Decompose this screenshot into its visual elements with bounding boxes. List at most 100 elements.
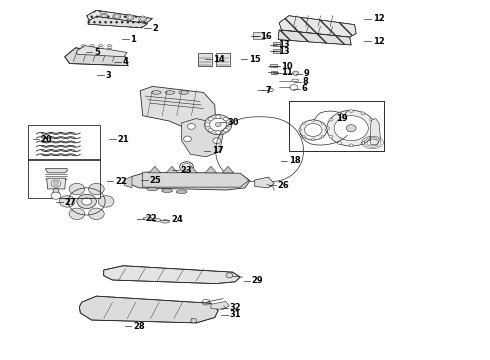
Circle shape bbox=[184, 136, 192, 142]
Text: 14: 14 bbox=[213, 55, 224, 64]
Ellipse shape bbox=[292, 79, 298, 82]
Text: 12: 12 bbox=[373, 14, 384, 23]
Circle shape bbox=[208, 117, 213, 121]
Polygon shape bbox=[278, 30, 351, 45]
Ellipse shape bbox=[161, 220, 170, 223]
Circle shape bbox=[51, 192, 61, 199]
Bar bbox=[271, 71, 277, 73]
Circle shape bbox=[113, 14, 121, 19]
Circle shape bbox=[89, 183, 104, 195]
Polygon shape bbox=[149, 166, 161, 173]
Polygon shape bbox=[129, 172, 250, 190]
Polygon shape bbox=[45, 168, 67, 173]
Text: 13: 13 bbox=[278, 46, 290, 55]
Circle shape bbox=[338, 112, 342, 115]
Bar bbox=[273, 42, 280, 46]
Circle shape bbox=[349, 144, 353, 147]
Polygon shape bbox=[52, 189, 60, 195]
Circle shape bbox=[98, 196, 114, 207]
Polygon shape bbox=[77, 46, 127, 57]
Polygon shape bbox=[186, 166, 197, 173]
Circle shape bbox=[326, 127, 330, 130]
Polygon shape bbox=[79, 296, 218, 323]
Circle shape bbox=[82, 198, 92, 205]
Text: 20: 20 bbox=[41, 135, 52, 144]
Circle shape bbox=[321, 136, 324, 138]
Polygon shape bbox=[143, 172, 249, 187]
Text: 15: 15 bbox=[249, 55, 261, 64]
Polygon shape bbox=[205, 166, 217, 173]
Circle shape bbox=[144, 176, 156, 185]
Ellipse shape bbox=[151, 91, 161, 94]
Text: 1: 1 bbox=[130, 35, 136, 44]
Circle shape bbox=[269, 88, 273, 92]
Polygon shape bbox=[104, 266, 240, 284]
Circle shape bbox=[299, 120, 327, 140]
Circle shape bbox=[302, 136, 305, 138]
Circle shape bbox=[188, 123, 196, 129]
Circle shape bbox=[69, 183, 85, 195]
Circle shape bbox=[369, 118, 373, 121]
Circle shape bbox=[204, 114, 232, 135]
Text: 2: 2 bbox=[152, 24, 158, 33]
Circle shape bbox=[329, 135, 333, 138]
Text: 25: 25 bbox=[149, 176, 161, 185]
Circle shape bbox=[205, 123, 210, 126]
Circle shape bbox=[101, 14, 106, 18]
Circle shape bbox=[312, 119, 315, 121]
Text: 32: 32 bbox=[229, 303, 241, 312]
Circle shape bbox=[369, 135, 373, 138]
Text: 12: 12 bbox=[373, 37, 384, 46]
Circle shape bbox=[293, 71, 298, 75]
Polygon shape bbox=[370, 118, 380, 145]
Bar bbox=[270, 64, 277, 67]
Text: 23: 23 bbox=[181, 166, 192, 175]
Circle shape bbox=[223, 117, 228, 121]
Text: 31: 31 bbox=[229, 310, 241, 319]
Polygon shape bbox=[124, 176, 132, 188]
Ellipse shape bbox=[176, 190, 187, 194]
Circle shape bbox=[191, 319, 197, 323]
Bar bbox=[273, 49, 280, 53]
Text: 19: 19 bbox=[336, 114, 347, 123]
Text: 27: 27 bbox=[65, 198, 76, 207]
Circle shape bbox=[361, 141, 365, 144]
Circle shape bbox=[349, 110, 353, 112]
Circle shape bbox=[59, 196, 75, 207]
Circle shape bbox=[209, 118, 227, 131]
Text: 18: 18 bbox=[289, 156, 300, 165]
Text: 9: 9 bbox=[304, 69, 310, 78]
Circle shape bbox=[140, 17, 145, 21]
Circle shape bbox=[327, 111, 375, 146]
Bar bbox=[198, 53, 212, 66]
Circle shape bbox=[223, 129, 228, 132]
Text: 7: 7 bbox=[266, 86, 271, 95]
Polygon shape bbox=[182, 118, 223, 157]
Bar bbox=[216, 53, 230, 66]
Circle shape bbox=[338, 141, 342, 144]
Circle shape bbox=[89, 208, 104, 220]
Text: 26: 26 bbox=[278, 181, 290, 190]
Circle shape bbox=[208, 129, 213, 132]
Polygon shape bbox=[65, 48, 128, 66]
Text: 13: 13 bbox=[278, 40, 290, 49]
Circle shape bbox=[325, 129, 328, 131]
Text: 22: 22 bbox=[115, 176, 126, 185]
Circle shape bbox=[373, 127, 376, 130]
Text: 17: 17 bbox=[212, 146, 223, 155]
Text: 16: 16 bbox=[260, 32, 271, 41]
Text: 24: 24 bbox=[171, 215, 183, 224]
Circle shape bbox=[329, 118, 333, 121]
Circle shape bbox=[302, 122, 305, 124]
Circle shape bbox=[126, 15, 134, 20]
Polygon shape bbox=[47, 178, 66, 189]
Circle shape bbox=[312, 139, 315, 141]
Circle shape bbox=[51, 180, 61, 187]
Polygon shape bbox=[211, 301, 229, 309]
Circle shape bbox=[178, 176, 190, 185]
Text: 30: 30 bbox=[228, 118, 240, 127]
Circle shape bbox=[196, 176, 207, 185]
Text: 28: 28 bbox=[133, 321, 145, 330]
Circle shape bbox=[207, 125, 215, 131]
Ellipse shape bbox=[152, 219, 161, 222]
